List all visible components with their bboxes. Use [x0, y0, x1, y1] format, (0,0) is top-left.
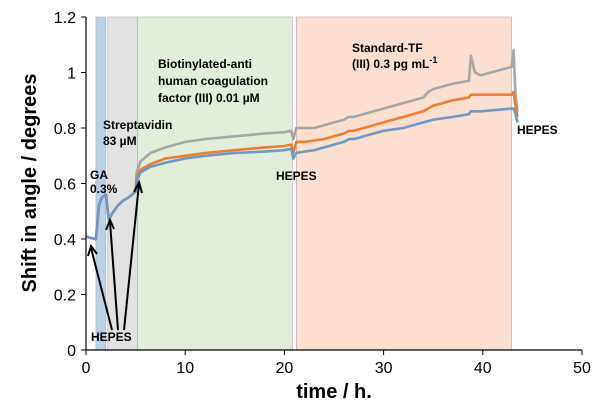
annotation-hepes-right: HEPES: [517, 123, 558, 137]
svg-text:0.3%: 0.3%: [90, 182, 118, 196]
hepes-arrows: [87, 179, 143, 331]
svg-text:(III) 0.3 pg mL-1: (III) 0.3 pg mL-1: [352, 55, 437, 71]
y-tick-label: 0.6: [54, 177, 76, 194]
svg-text:Standard-TF: Standard-TF: [352, 41, 423, 55]
y-tick-labels: 0 0.2 0.4 0.6 0.8 1 1.2: [54, 10, 76, 360]
svg-text:Streptavidin: Streptavidin: [103, 118, 172, 132]
y-tick-label: 1.2: [54, 10, 76, 27]
y-tick-label: 0: [67, 343, 76, 360]
x-tick-label: 20: [276, 360, 294, 377]
x-tick-label: 30: [375, 360, 393, 377]
svg-text:83 µM: 83 µM: [103, 134, 137, 148]
svg-text:factor (III) 0.01 µM: factor (III) 0.01 µM: [158, 91, 260, 105]
axes: [81, 16, 583, 355]
y-tick-label: 0.2: [54, 288, 76, 305]
annotation-hepes-mid: HEPES: [276, 169, 317, 183]
annotation-ga: GA 0.3%: [90, 168, 118, 196]
series-lines: [85, 48, 519, 241]
annotation-hepes-bottom: HEPES: [91, 330, 132, 344]
annotation-biotinylated-antibody: Biotinylated-anti human coagulation fact…: [158, 57, 268, 105]
x-axis-title: time / h.: [296, 381, 372, 403]
y-tick-label: 1: [67, 66, 76, 83]
x-tick-labels: 0 10 20 30 40 50: [82, 360, 591, 377]
x-tick-label: 50: [573, 360, 591, 377]
x-tick-label: 10: [176, 360, 194, 377]
annotation-streptavidin: Streptavidin 83 µM: [103, 118, 172, 148]
x-tick-label: 40: [474, 360, 492, 377]
svg-text:Biotinylated-anti: Biotinylated-anti: [158, 57, 252, 71]
svg-text:human coagulation: human coagulation: [158, 74, 268, 88]
x-tick-label: 0: [82, 360, 91, 377]
y-tick-label: 0.8: [54, 121, 76, 138]
y-tick-label: 0.4: [54, 232, 76, 249]
y-axis-title: Shift in angle / degrees: [19, 74, 41, 293]
phase-region-3: [137, 16, 293, 351]
svg-text:GA: GA: [90, 168, 108, 182]
annotation-standard-tf: Standard-TF (III) 0.3 pg mL-1: [352, 41, 437, 71]
series-line-3: [85, 107, 519, 241]
